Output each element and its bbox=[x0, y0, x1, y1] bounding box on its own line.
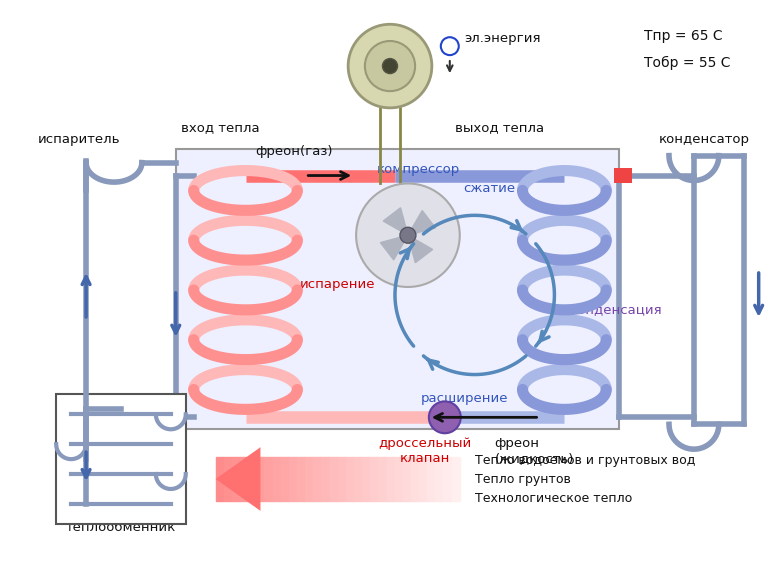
Polygon shape bbox=[354, 457, 362, 501]
Polygon shape bbox=[297, 457, 305, 501]
Polygon shape bbox=[381, 235, 408, 260]
Polygon shape bbox=[411, 457, 419, 501]
Polygon shape bbox=[370, 457, 378, 501]
Text: расширение: расширение bbox=[421, 393, 509, 406]
Polygon shape bbox=[305, 457, 314, 501]
Text: испаритель: испаритель bbox=[38, 133, 120, 146]
Polygon shape bbox=[321, 457, 329, 501]
Text: Тобр = 55 С: Тобр = 55 С bbox=[644, 56, 731, 70]
Polygon shape bbox=[314, 457, 321, 501]
Polygon shape bbox=[329, 457, 338, 501]
Polygon shape bbox=[232, 457, 240, 501]
Bar bbox=[56, 394, 186, 524]
Text: компрессор: компрессор bbox=[376, 163, 459, 176]
Polygon shape bbox=[435, 457, 444, 501]
Circle shape bbox=[429, 401, 461, 433]
Polygon shape bbox=[408, 235, 433, 263]
Bar bbox=[614, 168, 632, 184]
Polygon shape bbox=[281, 457, 289, 501]
Polygon shape bbox=[257, 457, 264, 501]
Polygon shape bbox=[338, 457, 346, 501]
Polygon shape bbox=[264, 457, 272, 501]
Bar bbox=[176, 149, 619, 429]
Polygon shape bbox=[419, 457, 427, 501]
Text: конденсатор: конденсатор bbox=[659, 133, 750, 146]
Polygon shape bbox=[387, 457, 395, 501]
Circle shape bbox=[348, 24, 432, 108]
Text: фреон(газ): фреон(газ) bbox=[256, 145, 333, 158]
Polygon shape bbox=[402, 457, 411, 501]
Text: выход тепла: выход тепла bbox=[455, 121, 544, 134]
Polygon shape bbox=[408, 211, 435, 235]
Polygon shape bbox=[240, 457, 248, 501]
Polygon shape bbox=[444, 457, 452, 501]
Polygon shape bbox=[383, 208, 408, 235]
Text: Тпр = 65 С: Тпр = 65 С bbox=[644, 29, 723, 44]
Text: конденсация: конденсация bbox=[569, 303, 662, 316]
Polygon shape bbox=[362, 457, 370, 501]
Polygon shape bbox=[248, 457, 257, 501]
Text: сжатие: сжатие bbox=[463, 182, 516, 195]
Polygon shape bbox=[289, 457, 297, 501]
Circle shape bbox=[400, 227, 416, 243]
Text: Тепло водоемов и грунтовых вод
Тепло грунтов
Технологическое тепло: Тепло водоемов и грунтовых вод Тепло гру… bbox=[475, 454, 695, 505]
Text: эл.энергия: эл.энергия bbox=[465, 32, 541, 45]
Text: вход тепла: вход тепла bbox=[181, 121, 260, 134]
Polygon shape bbox=[272, 457, 281, 501]
Polygon shape bbox=[427, 457, 435, 501]
Polygon shape bbox=[452, 457, 459, 501]
Polygon shape bbox=[224, 457, 232, 501]
Text: испарение: испарение bbox=[300, 279, 375, 292]
Polygon shape bbox=[215, 447, 261, 511]
Circle shape bbox=[356, 184, 459, 287]
Text: теплообменник: теплообменник bbox=[66, 521, 176, 534]
Polygon shape bbox=[346, 457, 354, 501]
Polygon shape bbox=[378, 457, 387, 501]
Circle shape bbox=[365, 41, 415, 91]
Polygon shape bbox=[395, 457, 402, 501]
Text: фреон
(жидкость): фреон (жидкость) bbox=[495, 437, 574, 465]
Polygon shape bbox=[215, 457, 224, 501]
Text: дроссельный
клапан: дроссельный клапан bbox=[378, 437, 471, 465]
Circle shape bbox=[382, 59, 398, 73]
